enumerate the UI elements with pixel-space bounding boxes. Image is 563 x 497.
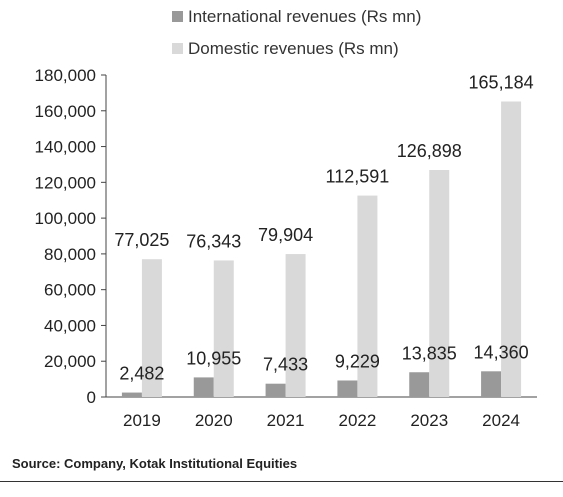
legend-label: Domestic revenues (Rs mn): [188, 39, 399, 58]
data-label-domestic: 76,343: [186, 231, 241, 251]
x-tick-label: 2023: [410, 411, 448, 430]
bar-chart: International revenues (Rs mn) Domestic r…: [35, 7, 537, 430]
bar-domestic: [213, 260, 234, 397]
x-tick-label: 2021: [267, 411, 305, 430]
data-label-domestic: 112,591: [326, 167, 390, 187]
data-label-domestic: 77,025: [114, 230, 169, 250]
source-note: Source: Company, Kotak Institutional Equ…: [12, 456, 298, 471]
source-divider: [0, 481, 563, 482]
y-tick-label: 0: [87, 388, 96, 407]
x-tick-label: 2019: [123, 411, 161, 430]
data-label-international: 13,835: [402, 343, 457, 363]
data-label-domestic: 165,184: [469, 73, 534, 93]
bar-domestic: [429, 169, 450, 397]
bar-international: [265, 383, 286, 397]
y-tick-label: 60,000: [44, 281, 96, 300]
data-label-domestic: 126,898: [397, 141, 462, 161]
y-tick-label: 120,000: [35, 173, 96, 192]
y-tick-label: 80,000: [44, 245, 96, 264]
bar-domestic: [501, 101, 522, 397]
y-tick-label: 160,000: [35, 102, 96, 121]
bar-domestic: [141, 259, 162, 397]
bar-international: [193, 377, 214, 397]
data-label-domestic: 79,904: [258, 225, 313, 245]
legend-label: International revenues (Rs mn): [188, 7, 421, 26]
bar-domestic: [285, 254, 306, 397]
y-tick-label: 100,000: [35, 209, 96, 228]
y-tick-label: 180,000: [35, 66, 96, 85]
legend-swatch: [172, 43, 183, 54]
data-label-international: 9,229: [335, 351, 380, 371]
x-tick-label: 2020: [195, 411, 233, 430]
data-label-international: 10,955: [186, 348, 241, 368]
bar-international: [337, 380, 358, 397]
data-label-international: 7,433: [263, 355, 308, 375]
y-tick-label: 40,000: [44, 316, 96, 335]
y-tick-label: 140,000: [35, 138, 96, 157]
data-label-international: 2,482: [119, 364, 164, 384]
bar-international: [121, 392, 142, 397]
x-tick-label: 2022: [339, 411, 377, 430]
x-tick-label: 2024: [482, 411, 520, 430]
bar-international: [481, 371, 502, 397]
bar-domestic: [357, 195, 378, 397]
bar-international: [409, 372, 430, 397]
data-label-international: 14,360: [474, 342, 529, 362]
legend-swatch: [172, 11, 183, 22]
y-tick-label: 20,000: [44, 352, 96, 371]
